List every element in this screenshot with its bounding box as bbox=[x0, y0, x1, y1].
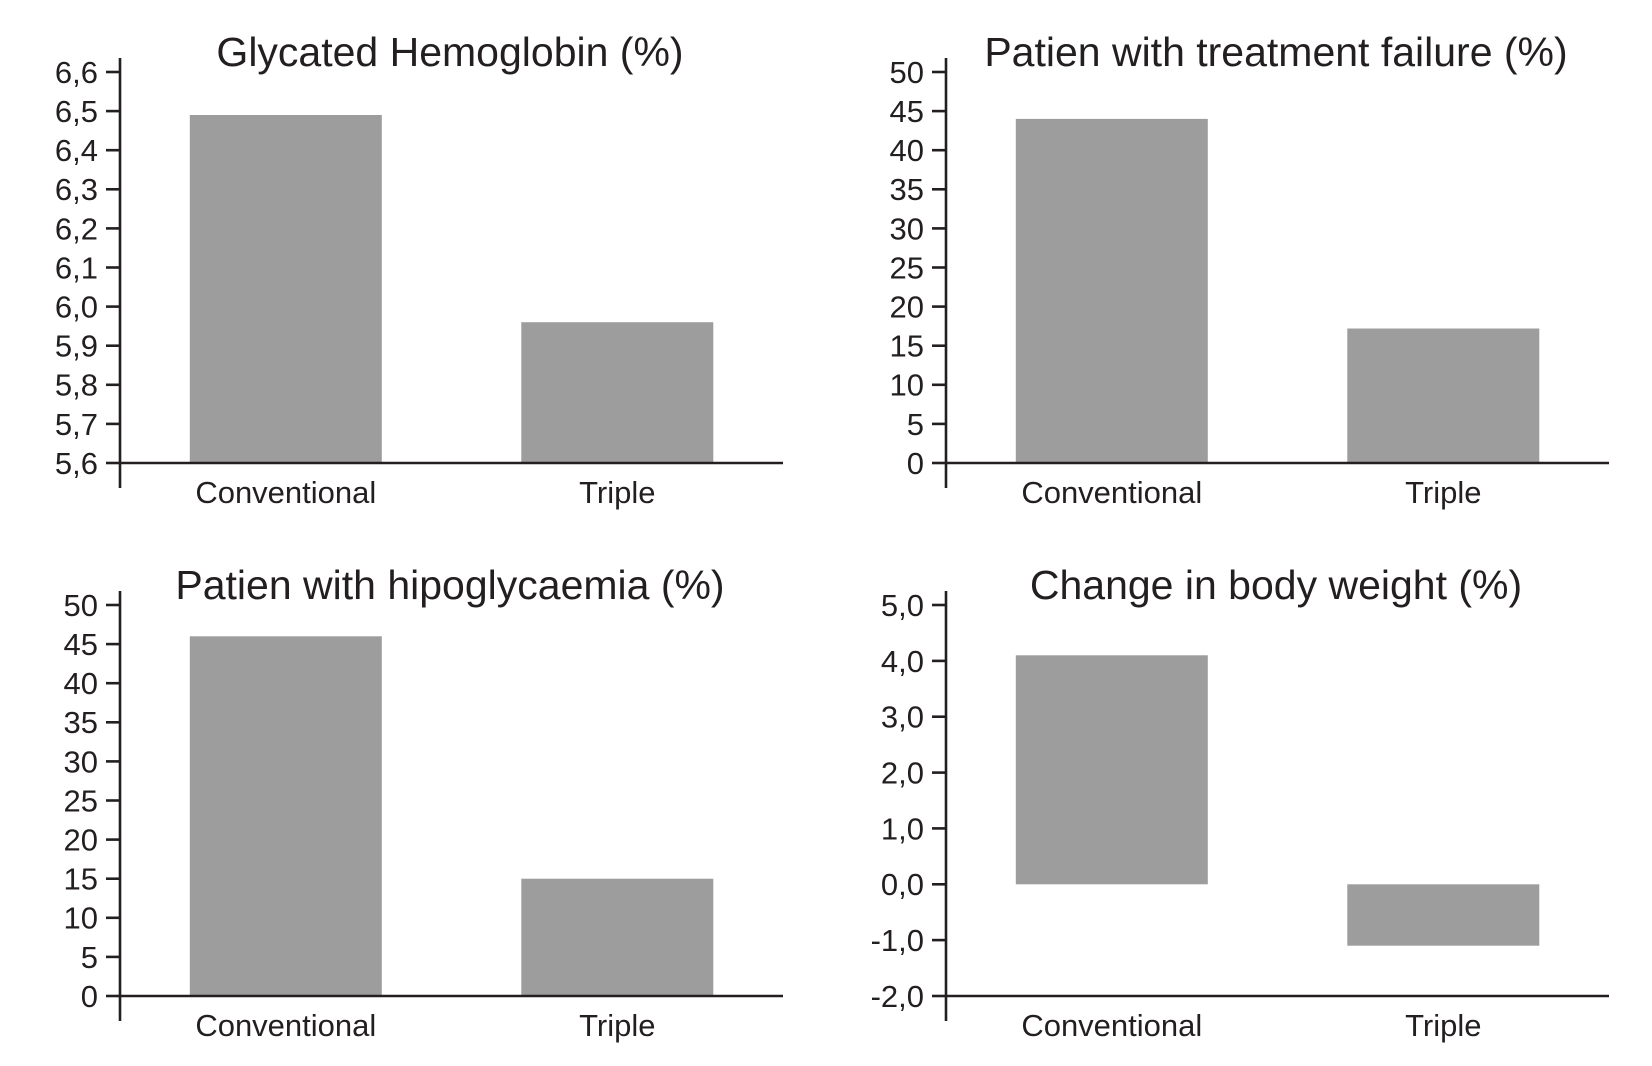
bar-triple bbox=[521, 878, 714, 996]
y-tick-label: 2,0 bbox=[881, 755, 924, 790]
y-tick-label: 0 bbox=[81, 979, 98, 1014]
x-category-label-conventional: Conventional bbox=[195, 475, 376, 510]
y-tick-label: 1,0 bbox=[881, 811, 924, 846]
chart-title: Glycated Hemoglobin (%) bbox=[216, 29, 683, 75]
y-tick-label: 6,1 bbox=[55, 250, 98, 285]
y-tick-label: 30 bbox=[890, 211, 924, 246]
bar-conventional bbox=[189, 115, 382, 463]
y-tick-label: 6,5 bbox=[55, 94, 98, 129]
y-tick-label: 6,3 bbox=[55, 172, 98, 207]
y-tick-label: 15 bbox=[64, 862, 98, 897]
y-tick-label: 50 bbox=[64, 588, 98, 623]
y-tick-label: 45 bbox=[64, 627, 98, 662]
chart-change-in-body-weight: -2,0 -1,0 0,0 1,0 2,0 3,0 4,0 5,0 Change in body… bbox=[871, 562, 1609, 1043]
x-category-label-triple: Triple bbox=[1405, 475, 1481, 510]
x-category-label-triple: Triple bbox=[579, 1008, 655, 1043]
x-category-label-conventional: Conventional bbox=[195, 1008, 376, 1043]
y-tick-label: 15 bbox=[890, 329, 924, 364]
y-tick-label: -1,0 bbox=[871, 923, 924, 958]
y-tick-label: 0,0 bbox=[881, 867, 924, 902]
y-tick-label: 6,2 bbox=[55, 211, 98, 246]
y-tick-label: 6,4 bbox=[55, 133, 98, 168]
y-tick-label: 35 bbox=[890, 172, 924, 207]
y-tick-label: -2,0 bbox=[871, 979, 924, 1014]
bar-conventional bbox=[1015, 655, 1208, 885]
chart-cell-patien-with-treatment-failure: 0 5 10 15 20 25 30 35 40 45 50 Patien with treatmen… bbox=[826, 0, 1652, 533]
y-tick-label: 4,0 bbox=[881, 644, 924, 679]
bar-triple bbox=[1347, 328, 1540, 463]
y-tick-label: 20 bbox=[890, 289, 924, 324]
y-tick-label: 5,9 bbox=[55, 329, 98, 364]
chart-title: Patien with hipoglycaemia (%) bbox=[175, 562, 724, 608]
y-tick-label: 10 bbox=[890, 368, 924, 403]
y-tick-label: 30 bbox=[64, 744, 98, 779]
y-tick-label: 40 bbox=[64, 666, 98, 701]
bar-triple bbox=[521, 322, 714, 463]
y-tick-label: 10 bbox=[64, 901, 98, 936]
chart-glycated-hemoglobin: 5,6 5,7 5,8 5,9 6,0 6,1 6,2 6,3 6,4 6,5 6,6 Glycate… bbox=[55, 29, 783, 510]
y-tick-label: 45 bbox=[890, 94, 924, 129]
y-tick-label: 6,6 bbox=[55, 55, 98, 90]
y-tick-label: 5,7 bbox=[55, 407, 98, 442]
x-category-label-conventional: Conventional bbox=[1021, 1008, 1202, 1043]
y-tick-label: 6,0 bbox=[55, 289, 98, 324]
chart-patien-with-hipoglycaemia: 0 5 10 15 20 25 30 35 40 45 50 Patien with hipoglyc… bbox=[64, 562, 783, 1043]
bar-conventional bbox=[189, 636, 382, 996]
x-category-label-triple: Triple bbox=[579, 475, 655, 510]
y-tick-label: 50 bbox=[890, 55, 924, 90]
chart-cell-glycated-hemoglobin: 5,6 5,7 5,8 5,9 6,0 6,1 6,2 6,3 6,4 6,5 6,6 Glycate… bbox=[0, 0, 826, 533]
y-tick-label: 40 bbox=[890, 133, 924, 168]
chart-cell-change-in-body-weight: -2,0 -1,0 0,0 1,0 2,0 3,0 4,0 5,0 Change in body… bbox=[826, 533, 1652, 1066]
y-tick-label: 25 bbox=[64, 783, 98, 818]
x-category-label-conventional: Conventional bbox=[1021, 475, 1202, 510]
y-tick-label: 35 bbox=[64, 705, 98, 740]
y-tick-label: 5,8 bbox=[55, 368, 98, 403]
x-category-label-triple: Triple bbox=[1405, 1008, 1481, 1043]
y-tick-label: 20 bbox=[64, 822, 98, 857]
bar-triple bbox=[1347, 884, 1540, 946]
y-tick-label: 5,0 bbox=[881, 588, 924, 623]
bar-conventional bbox=[1015, 118, 1208, 464]
chart-patien-with-treatment-failure: 0 5 10 15 20 25 30 35 40 45 50 Patien with treatmen… bbox=[890, 29, 1609, 510]
y-tick-label: 25 bbox=[890, 250, 924, 285]
chart-title: Change in body weight (%) bbox=[1030, 562, 1522, 608]
chart-cell-patien-with-hipoglycaemia: 0 5 10 15 20 25 30 35 40 45 50 Patien with hipoglyc… bbox=[0, 533, 826, 1066]
y-tick-label: 5 bbox=[81, 940, 98, 975]
y-tick-label: 0 bbox=[907, 446, 924, 481]
y-tick-label: 5,6 bbox=[55, 446, 98, 481]
y-tick-label: 5 bbox=[907, 407, 924, 442]
chart-title: Patien with treatment failure (%) bbox=[984, 29, 1567, 75]
y-tick-label: 3,0 bbox=[881, 700, 924, 735]
